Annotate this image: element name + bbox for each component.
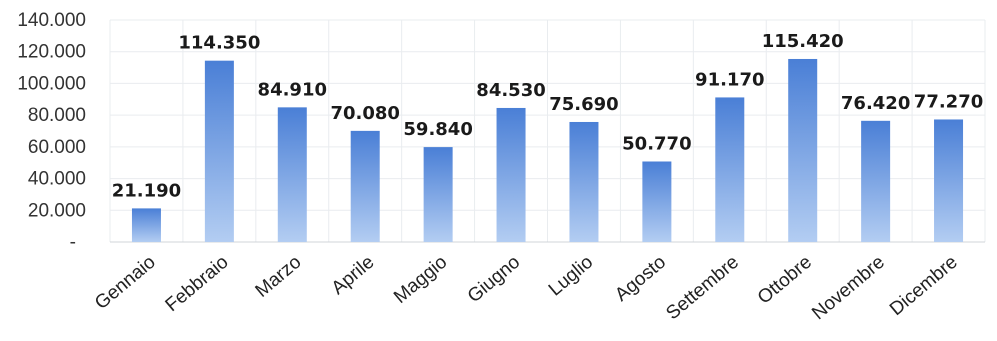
- y-tick-label: 20.000: [28, 200, 86, 221]
- data-labels: 21.190 114.350 84.91070.08059.84084.53075.…: [112, 31, 984, 201]
- data-label: 59.840: [403, 119, 472, 140]
- bar-agosto: [642, 161, 672, 242]
- x-tick-label: Marzo: [252, 252, 306, 302]
- data-label: 76.420: [841, 93, 910, 114]
- x-axis: Gennaio Febbraio Marzo Aprile Maggio Giugno Lu…: [91, 252, 962, 324]
- bar-giugno: [496, 107, 526, 243]
- x-tick-label: Gennaio: [91, 252, 160, 314]
- gridlines: [109, 19, 986, 243]
- bar-maggio: [423, 147, 453, 242]
- data-label: 84.530: [476, 80, 545, 101]
- y-axis: - 20.000 40.000 60.000 80.000 100.000 120.000 1…: [17, 10, 86, 253]
- y-tick-label: -: [70, 232, 76, 253]
- bar-aprile: [350, 130, 380, 242]
- y-tick-label: 60.000: [28, 137, 86, 158]
- x-tick-label: Novembre: [808, 252, 889, 324]
- bar-luglio: [569, 121, 599, 242]
- y-tick-label: 100.000: [17, 73, 86, 94]
- bar-ottobre: [788, 58, 818, 243]
- bar-gennaio: [131, 208, 161, 242]
- data-label: 50.770: [622, 133, 691, 154]
- data-label: 77.270: [914, 91, 983, 112]
- y-tick-label: 120.000: [17, 42, 86, 63]
- y-tick-label: 140.000: [17, 10, 86, 31]
- bar-marzo: [277, 107, 307, 243]
- data-label: 75.690: [549, 94, 618, 115]
- data-label: 91.170: [695, 69, 764, 90]
- y-tick-label: 40.000: [28, 169, 86, 190]
- x-tick-label: Maggio: [390, 252, 451, 308]
- x-tick-label: Aprile: [328, 252, 379, 299]
- bars: [131, 58, 964, 243]
- x-tick-label: Agosto: [611, 252, 670, 306]
- data-label: 115.420: [762, 31, 844, 52]
- x-tick-label: Dicembre: [886, 252, 962, 320]
- y-tick-label: 80.000: [28, 105, 86, 126]
- data-label: 114.350: [178, 33, 260, 54]
- data-label: 70.080: [330, 103, 399, 124]
- data-label: 84.910: [258, 79, 327, 100]
- bar-dicembre: [934, 119, 964, 242]
- x-tick-label: Luglio: [545, 252, 597, 301]
- data-label: 21.190: [112, 180, 181, 201]
- x-tick-label: Giugno: [464, 252, 524, 307]
- bar-novembre: [861, 120, 891, 242]
- x-tick-label: Ottobre: [754, 252, 816, 309]
- x-tick-label: Settembre: [662, 252, 743, 324]
- bar-febbraio: [204, 60, 234, 243]
- x-tick-label: Febbraio: [162, 252, 233, 316]
- bar-settembre: [715, 97, 745, 243]
